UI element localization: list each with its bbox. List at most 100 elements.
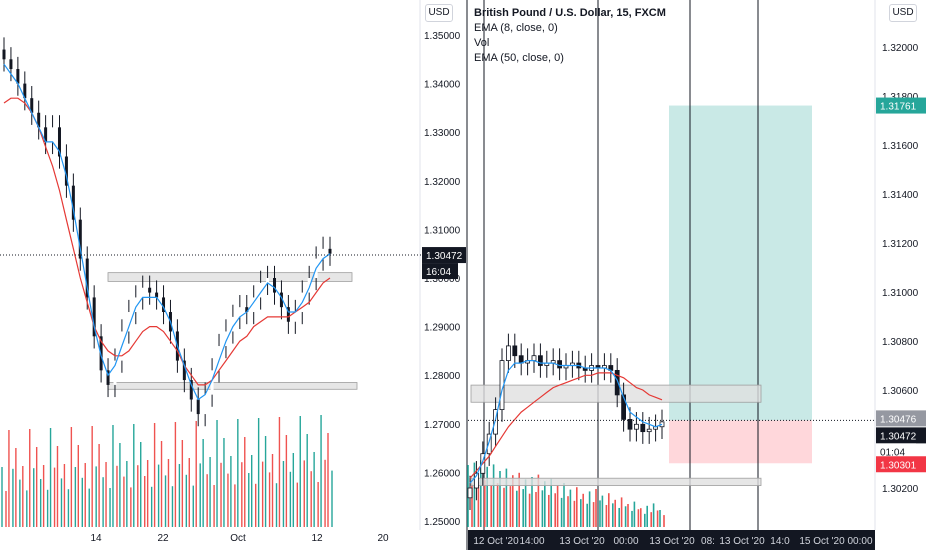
stop-zone	[669, 420, 812, 464]
right-candle-body	[487, 434, 492, 454]
symbol-title[interactable]: British Pound / U.S. Dollar, 15, FXCM	[474, 7, 666, 19]
right-candle-outline	[627, 418, 633, 430]
left-y-tick-label: 1.28000	[424, 371, 461, 382]
right-volume-bar	[631, 510, 633, 527]
left-volume-bar	[331, 470, 333, 527]
left-volume-bar	[230, 456, 232, 527]
left-volume-bar	[146, 460, 149, 527]
left-candle-body	[141, 287, 145, 298]
right-volume-bar	[627, 504, 629, 527]
right-volume-bar	[556, 485, 559, 527]
right-volume-bar	[550, 478, 552, 527]
left-sr-zone	[107, 382, 358, 390]
right-time-axis	[468, 530, 875, 550]
right-y-tick-label: 1.30200	[882, 484, 919, 495]
right-volume-bar	[618, 507, 620, 527]
left-y-tick-label: 1.31000	[424, 225, 461, 236]
left-volume-bar	[39, 479, 42, 527]
indicator-volume[interactable]: Vol	[474, 37, 490, 49]
right-candle-outline	[493, 409, 499, 435]
right-volume-bar	[477, 481, 480, 527]
right-volume-bar	[490, 484, 492, 527]
left-volume-bar	[35, 447, 38, 527]
left-volume-bar	[95, 466, 97, 527]
right-volume-bar	[582, 493, 584, 527]
right-volume-bar	[605, 505, 608, 527]
right-candle-body	[493, 409, 498, 435]
left-volume-bar	[74, 467, 77, 527]
left-candle-body	[155, 292, 159, 298]
right-volume-bar	[612, 503, 614, 527]
right-countdown-badge: 01:04	[880, 447, 905, 458]
left-volume-bar	[53, 467, 56, 527]
left-volume-bar	[255, 483, 257, 527]
right-x-tick-label: 08:	[701, 536, 715, 547]
right-y-tick-label: 1.31200	[882, 239, 919, 250]
left-currency-button[interactable]: USD	[425, 4, 453, 22]
right-candle-outline	[512, 345, 518, 357]
left-candle-body	[30, 98, 34, 113]
left-candle-body	[64, 156, 68, 186]
left-volume-bar	[213, 485, 215, 527]
left-volume-bar	[185, 474, 188, 527]
target-zone	[669, 105, 812, 421]
right-volume-bar	[544, 481, 546, 527]
right-candle-outline	[538, 355, 543, 366]
left-volume-bar	[188, 458, 190, 527]
right-volume-bar	[640, 508, 642, 527]
indicator-ema-fast[interactable]: EMA (8, close, 0)	[474, 22, 558, 34]
left-x-tick-label: 20	[377, 533, 389, 544]
left-volume-bar	[70, 427, 73, 527]
left-volume-bar	[22, 466, 24, 527]
left-y-tick-label: 1.25000	[424, 517, 461, 528]
current-price-badge-bg	[876, 427, 926, 444]
left-volume-bar	[63, 464, 66, 527]
right-ema-fast-line	[469, 360, 663, 484]
right-candle-body	[596, 365, 600, 368]
right-volume-bar	[650, 512, 652, 527]
right-candle-body	[602, 365, 607, 368]
left-volume-bar	[130, 487, 132, 527]
left-volume-bar	[195, 421, 197, 527]
left-candle-body	[321, 248, 325, 259]
right-y-tick-label: 1.32000	[882, 43, 919, 54]
left-countdown-badge: 16:04	[426, 267, 451, 278]
right-volume-bar	[528, 493, 531, 527]
right-volume-bar	[592, 502, 595, 527]
right-currency-button[interactable]: USD	[889, 4, 917, 22]
right-candle-body	[474, 473, 479, 488]
right-candle-body	[506, 345, 511, 361]
left-volume-bar	[102, 477, 104, 527]
left-volume-bar	[29, 429, 31, 527]
right-y-tick-label: 1.30600	[882, 386, 919, 397]
left-volume-bar	[199, 463, 201, 527]
right-volume-bar	[563, 483, 565, 527]
left-candle-body	[328, 248, 332, 254]
right-candle-body	[570, 363, 575, 366]
left-candle-body	[238, 307, 242, 317]
left-volume-bar	[237, 419, 239, 527]
left-volume-bar	[46, 489, 49, 527]
left-candle-body	[203, 394, 207, 415]
left-volume-bar	[271, 454, 274, 527]
left-volume-bar	[137, 465, 139, 527]
left-volume-bar	[56, 446, 59, 527]
right-candle-body	[647, 429, 652, 432]
right-countdown-badge-bg	[876, 443, 916, 460]
indicator-ema-slow[interactable]: EMA (50, close, 0)	[474, 52, 564, 64]
left-volume-bar	[313, 452, 315, 527]
right-candle-body	[519, 355, 524, 364]
left-y-tick-label: 1.26000	[424, 468, 461, 479]
right-volume-bar	[620, 497, 623, 527]
left-volume-bar	[275, 483, 278, 527]
left-y-tick-label: 1.34000	[424, 80, 461, 91]
right-volume-bar	[586, 503, 588, 527]
right-y-tick-label: 1.30800	[882, 337, 919, 348]
target-price-badge: 1.31761	[880, 102, 917, 113]
left-volume-bar	[42, 465, 45, 527]
right-volume-bar	[499, 471, 501, 527]
left-candle-body	[51, 127, 55, 142]
right-candle-body	[621, 394, 626, 420]
right-candle-outline	[614, 369, 620, 396]
